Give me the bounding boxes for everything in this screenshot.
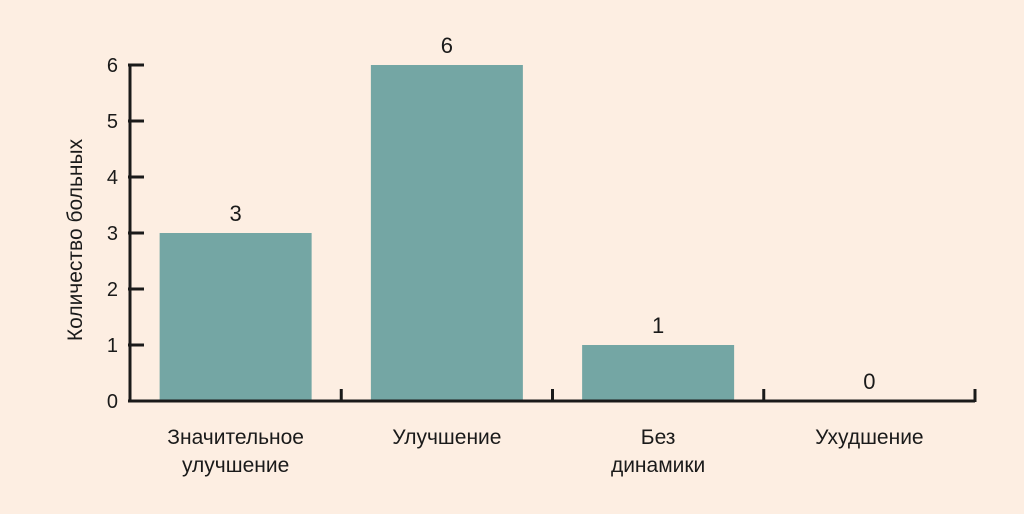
bar — [370, 65, 523, 401]
y-tick-label: 5 — [107, 111, 118, 133]
x-tick-label: Без — [641, 426, 676, 449]
x-tick-label: Значительное — [167, 426, 304, 449]
bar — [582, 345, 735, 401]
x-tick-label: динамики — [611, 454, 705, 477]
y-tick-label: 0 — [107, 391, 118, 413]
x-tick-label: Ухудшение — [815, 426, 924, 449]
y-axis-label: Количество больных — [64, 138, 87, 341]
data-label: 6 — [441, 33, 453, 58]
y-tick-label: 1 — [107, 335, 118, 357]
data-label: 1 — [652, 313, 664, 338]
y-tick-label: 2 — [107, 279, 118, 301]
data-label: 0 — [863, 369, 875, 394]
y-tick-label: 3 — [107, 223, 118, 245]
bar — [159, 233, 312, 401]
x-tick-label: Улучшение — [392, 426, 501, 449]
x-tick-label: улучшение — [182, 454, 289, 477]
y-tick-label: 4 — [107, 167, 118, 189]
data-label: 3 — [230, 201, 242, 226]
y-tick-label: 6 — [107, 55, 118, 77]
